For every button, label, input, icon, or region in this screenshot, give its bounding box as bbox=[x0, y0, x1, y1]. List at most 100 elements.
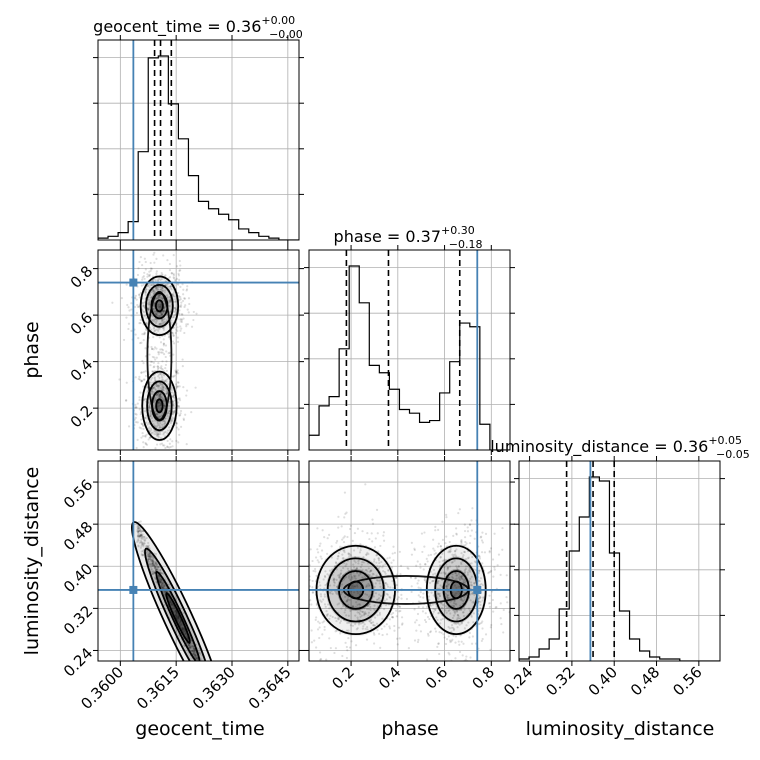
sample-point bbox=[185, 289, 188, 292]
sample-point bbox=[490, 623, 493, 627]
sample-point bbox=[218, 697, 220, 699]
sample-point bbox=[365, 553, 368, 556]
sample-point bbox=[154, 312, 157, 316]
sample-point bbox=[469, 534, 472, 537]
sample-point bbox=[192, 647, 195, 650]
sample-point bbox=[148, 406, 151, 409]
sample-point bbox=[176, 616, 179, 619]
sample-point bbox=[162, 344, 165, 347]
sample-point bbox=[500, 622, 503, 626]
sample-point bbox=[337, 515, 340, 518]
sample-point bbox=[419, 630, 423, 633]
sample-point bbox=[187, 297, 191, 300]
sample-point bbox=[428, 617, 431, 621]
sample-point bbox=[202, 681, 204, 683]
sample-point bbox=[164, 446, 167, 450]
sample-point bbox=[386, 569, 390, 572]
sample-point bbox=[463, 523, 466, 526]
sample-point bbox=[178, 269, 181, 272]
sample-point bbox=[179, 298, 182, 301]
sample-point bbox=[198, 651, 201, 654]
sample-point bbox=[185, 288, 189, 291]
sample-point bbox=[161, 313, 164, 316]
sample-point bbox=[198, 669, 200, 671]
sample-point bbox=[477, 598, 481, 601]
sample-point bbox=[454, 578, 457, 581]
sample-point bbox=[162, 310, 165, 313]
sample-point bbox=[334, 561, 338, 564]
sample-point bbox=[460, 563, 463, 566]
sample-point bbox=[176, 369, 179, 372]
sample-point bbox=[472, 600, 475, 603]
sample-point bbox=[196, 665, 198, 667]
sample-point bbox=[183, 632, 187, 635]
sample-point bbox=[163, 603, 166, 607]
sample-point bbox=[218, 699, 220, 701]
sample-point bbox=[368, 570, 371, 573]
sample-point bbox=[148, 404, 151, 407]
sample-point bbox=[163, 404, 167, 408]
sample-point bbox=[464, 565, 468, 568]
sample-point bbox=[154, 568, 157, 572]
sample-point bbox=[163, 444, 166, 447]
sample-point bbox=[388, 556, 391, 559]
density-fill bbox=[155, 299, 164, 313]
sample-point bbox=[171, 340, 174, 343]
sample-point bbox=[204, 673, 206, 675]
sample-point bbox=[311, 586, 314, 589]
sample-point bbox=[437, 642, 440, 645]
sample-point bbox=[440, 631, 443, 634]
sample-point bbox=[152, 572, 155, 575]
sample-point bbox=[159, 307, 162, 310]
sample-point bbox=[424, 563, 427, 566]
sample-point bbox=[153, 376, 156, 379]
sample-point bbox=[467, 556, 470, 559]
sample-point bbox=[364, 593, 367, 596]
sample-point bbox=[505, 574, 508, 577]
sample-point bbox=[352, 563, 355, 566]
contour-outer bbox=[146, 290, 173, 421]
sample-point bbox=[328, 584, 332, 587]
sample-point bbox=[443, 566, 446, 569]
sample-point bbox=[139, 528, 142, 532]
sample-point bbox=[219, 710, 221, 712]
sample-point bbox=[452, 593, 456, 597]
sample-point bbox=[151, 559, 154, 562]
sample-point bbox=[174, 610, 177, 613]
sample-point bbox=[407, 567, 410, 570]
sample-point bbox=[221, 704, 223, 706]
sample-point bbox=[159, 396, 162, 399]
sample-point bbox=[160, 320, 164, 323]
sample-point bbox=[160, 297, 163, 300]
sample-point bbox=[175, 383, 178, 386]
sample-point bbox=[134, 305, 137, 309]
sample-point bbox=[156, 297, 160, 300]
sample-point bbox=[178, 433, 181, 436]
sample-point bbox=[332, 577, 335, 580]
sample-point bbox=[157, 434, 160, 438]
sample-point bbox=[379, 594, 383, 598]
sample-point bbox=[383, 625, 386, 628]
sample-point bbox=[338, 602, 341, 605]
x-tick-label-luminosity_distance: 0.56 bbox=[669, 663, 705, 699]
sample-point bbox=[179, 269, 182, 272]
sample-point bbox=[147, 438, 150, 441]
sample-point bbox=[137, 527, 140, 530]
sample-point bbox=[203, 675, 205, 677]
sample-point bbox=[455, 577, 458, 580]
sample-point bbox=[481, 531, 484, 534]
sample-point bbox=[461, 555, 465, 559]
title-phase-name: phase bbox=[334, 227, 382, 246]
sample-point bbox=[468, 523, 471, 526]
sample-point bbox=[431, 580, 434, 583]
sample-point bbox=[154, 552, 158, 556]
sample-point bbox=[445, 585, 448, 588]
sample-point bbox=[141, 530, 145, 533]
sample-point bbox=[149, 562, 152, 565]
sample-point bbox=[155, 563, 158, 566]
sample-point bbox=[338, 576, 341, 579]
sample-point bbox=[175, 300, 178, 303]
sample-point bbox=[205, 678, 207, 680]
sample-point bbox=[170, 319, 173, 322]
sample-point bbox=[203, 675, 205, 677]
